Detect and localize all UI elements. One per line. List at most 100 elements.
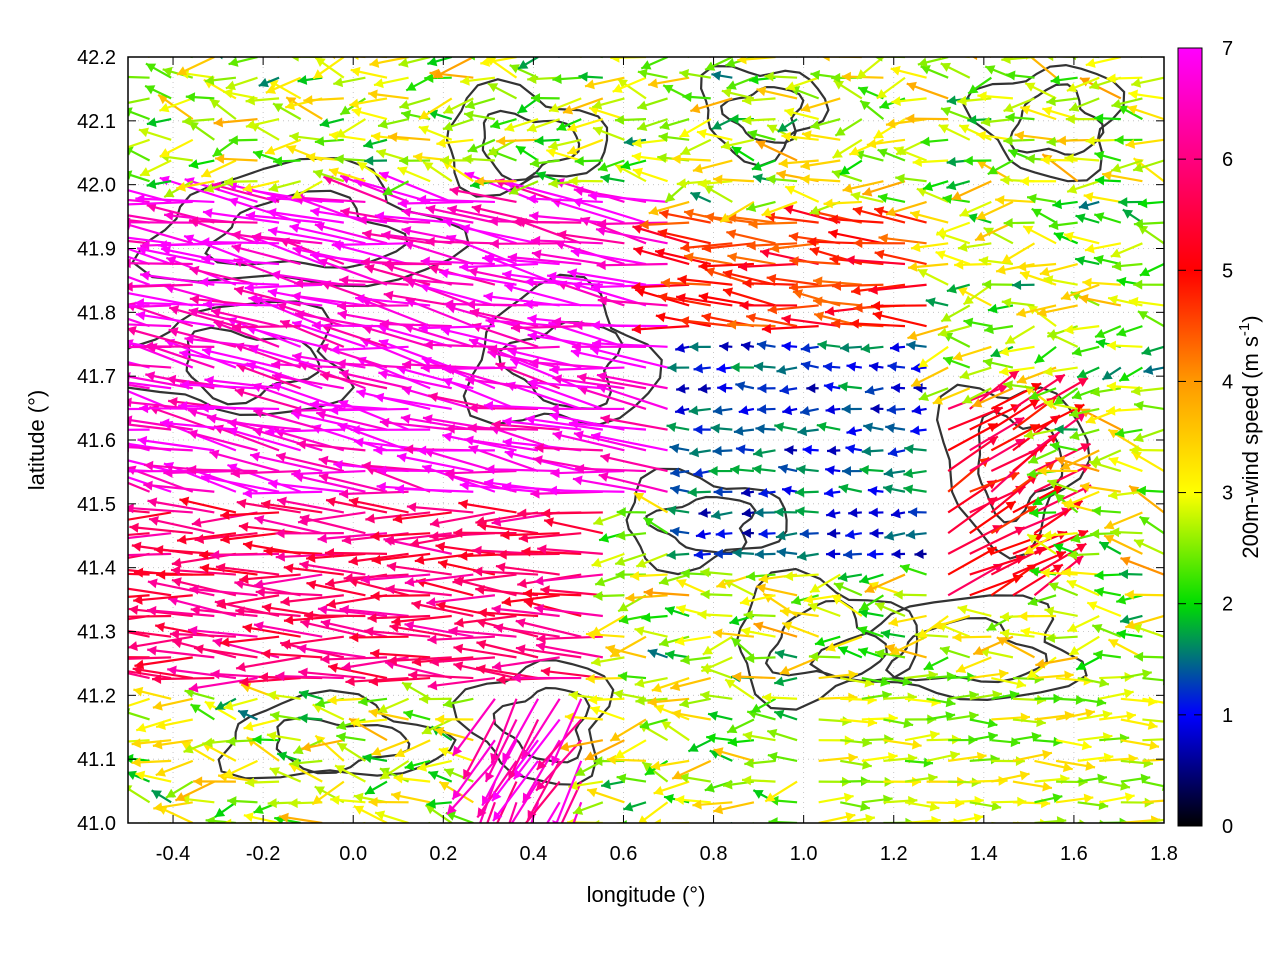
wind-arrow (406, 502, 474, 514)
wind-arrow (861, 676, 891, 687)
wind-arrow (228, 57, 258, 67)
wind-arrow (969, 801, 1002, 812)
wind-arrow (696, 128, 733, 141)
wind-arrow (364, 155, 388, 166)
wind-arrow (427, 57, 453, 67)
wind-arrow (204, 75, 237, 86)
wind-arrow (128, 107, 150, 121)
x-tick-label: 0.8 (700, 843, 728, 865)
wind-arrow (269, 767, 302, 783)
wind-arrow (242, 180, 280, 193)
wind-arrow (873, 206, 927, 224)
wind-arrow (593, 756, 625, 767)
wind-arrow (797, 426, 819, 437)
wind-arrow (758, 528, 776, 539)
wind-arrow (451, 739, 496, 801)
wind-arrow (144, 341, 215, 352)
wind-arrow (1063, 231, 1100, 245)
wind-arrow (667, 362, 690, 373)
wind-arrow (764, 780, 798, 803)
wind-arrow (216, 594, 280, 610)
wind-arrow (378, 171, 453, 203)
wind-arrow (863, 422, 884, 433)
wind-arrow (245, 777, 280, 788)
wind-arrow (669, 484, 690, 495)
wind-arrow (658, 635, 690, 648)
wind-arrow (312, 57, 345, 80)
wind-arrow (268, 479, 344, 493)
wind-arrow (910, 366, 949, 388)
wind-arrow (969, 437, 1026, 473)
wind-arrow (353, 57, 387, 61)
wind-arrow (199, 402, 280, 413)
wind-arrow (977, 91, 1014, 102)
wind-arrow (726, 718, 755, 734)
wind-arrows (128, 57, 1164, 823)
wind-arrow (726, 212, 776, 224)
wind-arrow (298, 689, 323, 700)
wind-arrow (974, 221, 1014, 242)
wind-arrow (753, 621, 798, 638)
wind-arrow (320, 618, 388, 638)
wind-arrow (188, 159, 215, 169)
wind-arrow (774, 422, 798, 432)
wind-arrow (800, 174, 841, 185)
wind-arrow (385, 584, 452, 597)
wind-arrow (774, 649, 798, 660)
wind-arrow (693, 363, 711, 374)
wind-arrow (368, 708, 409, 721)
wind-arrow (193, 776, 236, 787)
wind-arrow (634, 677, 668, 688)
wind-arrow (202, 208, 280, 224)
wind-arrow (131, 738, 172, 749)
wind-arrow (445, 468, 517, 479)
wind-arrow (128, 170, 150, 183)
wind-arrow (523, 299, 603, 310)
wind-arrow (1142, 718, 1164, 723)
wind-arrow (689, 447, 711, 458)
wind-arrow (249, 451, 323, 473)
wind-arrow (738, 405, 755, 416)
wind-arrow (745, 200, 776, 213)
wind-arrow (336, 358, 409, 369)
wind-arrow (128, 363, 172, 369)
wind-arrow (568, 690, 603, 701)
wind-arrow (371, 552, 431, 565)
wind-arrow (600, 453, 668, 473)
wind-arrow (463, 435, 539, 452)
wind-arrow (131, 757, 172, 768)
wind-arrow (294, 310, 366, 328)
wind-arrow (713, 548, 733, 559)
wind-arrow (774, 507, 798, 518)
wind-arrow (693, 467, 711, 478)
wind-arrow (840, 759, 872, 770)
wind-arrow (534, 603, 603, 618)
y-tick-label: 41.2 (77, 685, 116, 707)
wind-arrow (244, 282, 323, 293)
wind-arrow (942, 194, 970, 205)
wind-arrow (184, 688, 215, 700)
wind-arrow (1063, 324, 1100, 335)
wind-arrow (350, 717, 388, 728)
wind-arrow (735, 381, 755, 391)
wind-arrow (416, 759, 452, 772)
wind-arrow (209, 98, 237, 120)
wind-arrow (939, 645, 971, 659)
wind-arrow (616, 773, 647, 784)
wind-arrow (570, 348, 647, 369)
wind-arrow (311, 780, 345, 806)
wind-arrow (1133, 218, 1164, 229)
wind-arrow (438, 268, 517, 286)
wind-arrow (631, 324, 690, 335)
wind-arrow (846, 361, 862, 372)
wind-arrow (128, 292, 193, 307)
wind-arrow (128, 614, 129, 616)
wind-arrow (853, 238, 906, 249)
wind-arrow (838, 483, 863, 494)
wind-arrow (1068, 97, 1100, 112)
wind-arrow (920, 136, 949, 147)
wind-arrow (1111, 261, 1143, 271)
wind-arrow (159, 138, 194, 158)
wind-arrow (680, 654, 711, 665)
